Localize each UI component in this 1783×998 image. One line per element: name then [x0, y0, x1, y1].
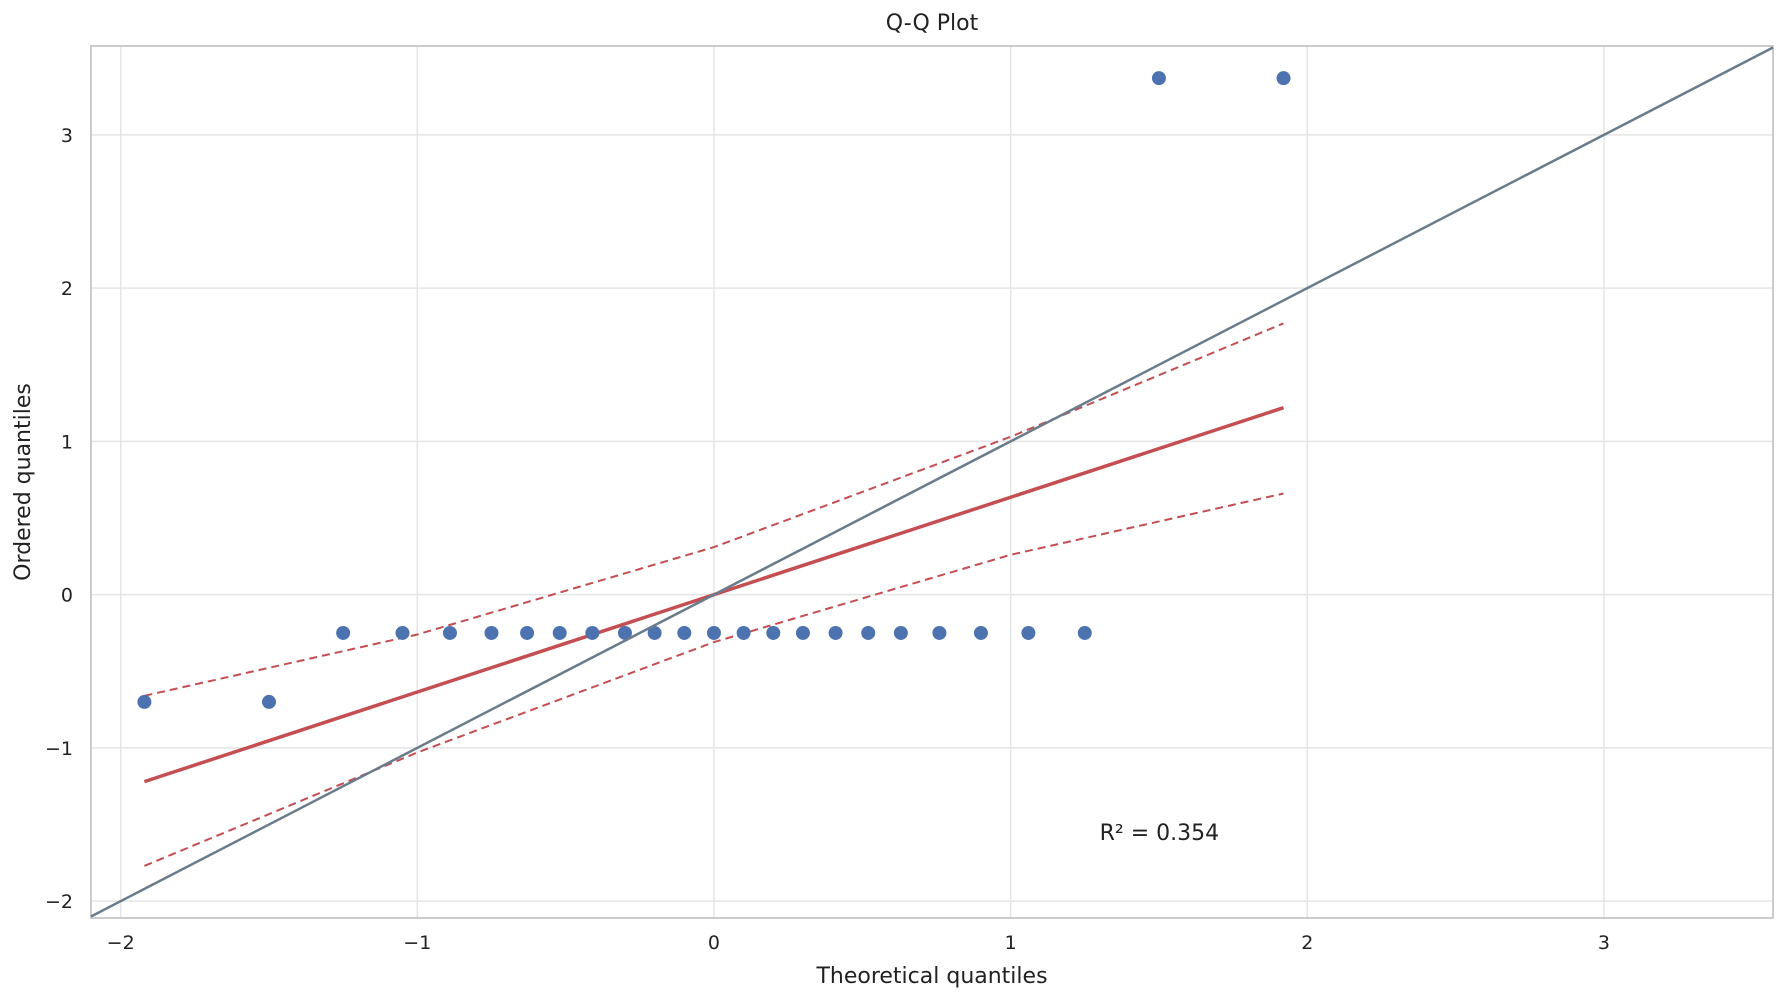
data-point [520, 625, 535, 640]
data-point [828, 625, 843, 640]
data-point [795, 625, 810, 640]
data-point [585, 625, 600, 640]
y-tick-label: 1 [61, 431, 73, 453]
grid-layer [91, 46, 1773, 918]
data-point [1021, 625, 1036, 640]
x-tick-label: 0 [708, 932, 720, 954]
data-point [617, 625, 632, 640]
data-point [706, 625, 721, 640]
data-point [137, 694, 152, 709]
data-point [261, 694, 276, 709]
r-squared-annotation: R² = 0.354 [1100, 821, 1220, 846]
data-point [677, 625, 692, 640]
x-tick-labels: −2 −1 0 1 2 3 [107, 932, 1610, 954]
confidence-band [144, 322, 1284, 867]
confidence-band-upper [144, 322, 1284, 697]
data-point [1276, 71, 1291, 86]
chart-title: Q-Q Plot [886, 11, 979, 36]
y-tick-label: 0 [61, 585, 73, 607]
data-point [766, 625, 781, 640]
x-tick-label: 3 [1598, 932, 1610, 954]
data-point [552, 625, 567, 640]
y-tick-label: −1 [45, 738, 73, 760]
x-tick-label: 2 [1301, 932, 1313, 954]
confidence-band-lower [144, 492, 1284, 867]
data-point [336, 625, 351, 640]
plot-frame [90, 45, 1774, 919]
data-point [973, 625, 988, 640]
data-point [893, 625, 908, 640]
y-tick-label: −2 [45, 891, 73, 913]
x-tick-label: 1 [1005, 932, 1017, 954]
y-tick-label: 2 [61, 278, 73, 300]
x-tick-label: −2 [107, 932, 135, 954]
data-point [861, 625, 876, 640]
data-points [137, 71, 1291, 709]
data-point [932, 625, 947, 640]
reference-line [90, 46, 1774, 918]
y-axis-title: Ordered quantiles [11, 383, 36, 581]
data-point [1151, 71, 1166, 86]
data-point [484, 625, 499, 640]
y-tick-label: 3 [61, 125, 73, 147]
data-point [1077, 625, 1092, 640]
data-point [442, 625, 457, 640]
data-point [736, 625, 751, 640]
y-tick-labels: −2 −1 0 1 2 3 [45, 125, 73, 913]
data-point [395, 625, 410, 640]
data-point [647, 625, 662, 640]
reference-line-layer [90, 46, 1774, 918]
x-tick-label: −1 [403, 932, 431, 954]
x-axis-title: Theoretical quantiles [815, 964, 1047, 989]
